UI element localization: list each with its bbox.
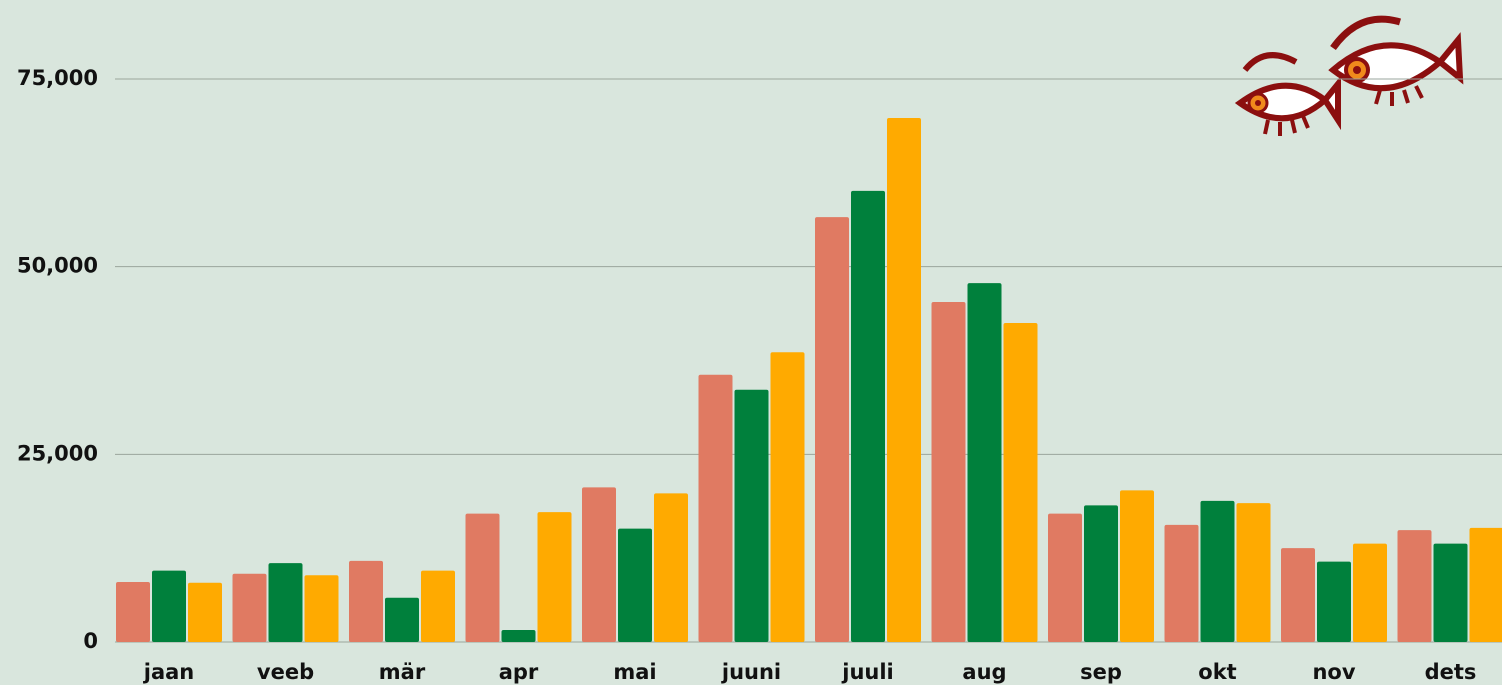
bar <box>421 571 455 642</box>
y-tick-label: 75,000 <box>17 66 98 90</box>
bar <box>1084 505 1118 642</box>
x-tick-label: mär <box>379 660 426 684</box>
bar <box>1237 503 1271 642</box>
bar <box>1004 323 1038 642</box>
bar <box>1201 501 1235 642</box>
y-tick-label: 50,000 <box>17 254 98 278</box>
bar <box>1281 548 1315 642</box>
bar <box>1317 562 1351 642</box>
bar <box>1470 528 1502 642</box>
bar <box>887 118 921 642</box>
bar <box>188 583 222 642</box>
x-tick-label: juuli <box>841 660 894 684</box>
chart: 0 25,000 50,000 75,000 jaan veeb mär apr mai juun… <box>0 0 1502 685</box>
bar <box>1120 490 1154 642</box>
bar <box>385 598 419 642</box>
fish-logo <box>1240 19 1460 136</box>
bar <box>851 191 885 642</box>
x-tick-label: veeb <box>257 660 314 684</box>
x-tick-label: apr <box>499 660 539 684</box>
x-tick-label: aug <box>962 660 1006 684</box>
bar <box>699 375 733 642</box>
bar <box>771 352 805 642</box>
bar <box>735 390 769 642</box>
x-tick-label: mai <box>613 660 656 684</box>
bar <box>502 630 536 642</box>
x-tick-label: dets <box>1425 660 1477 684</box>
x-tick-label: juuni <box>721 660 781 684</box>
bar <box>654 493 688 642</box>
bar <box>538 512 572 642</box>
bar <box>582 487 616 642</box>
bar <box>269 563 303 642</box>
x-tick-label: jaan <box>143 660 195 684</box>
bar <box>1434 544 1468 642</box>
bar <box>1398 530 1432 642</box>
bar <box>968 283 1002 642</box>
bar <box>1048 514 1082 642</box>
bar <box>116 582 150 642</box>
y-tick-label: 25,000 <box>17 441 98 465</box>
bar <box>1353 544 1387 642</box>
y-tick-label: 0 <box>83 629 98 653</box>
bar <box>152 571 186 642</box>
x-tick-label: nov <box>1312 660 1355 684</box>
bar <box>618 529 652 642</box>
x-tick-label: okt <box>1198 660 1236 684</box>
bar <box>1165 525 1199 642</box>
x-tick-label: sep <box>1080 660 1122 684</box>
bar <box>932 302 966 642</box>
bar <box>466 514 500 642</box>
bar <box>349 561 383 642</box>
bar <box>233 574 267 642</box>
bar <box>815 217 849 642</box>
bar <box>305 575 339 642</box>
